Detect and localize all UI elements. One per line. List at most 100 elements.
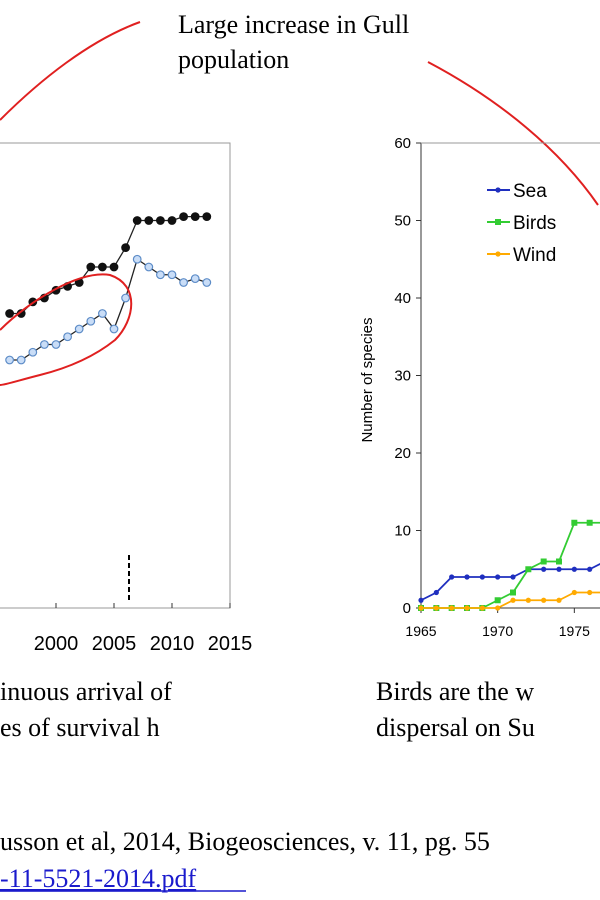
left-series-1-point [121,293,130,303]
left-series-1-point [155,270,165,280]
right-y-axis-label: Number of species [359,317,376,442]
right-series-wind-point [571,589,577,596]
left-x-axis: 2000 2005 2010 2015 [34,603,253,655]
right-y-tick-label: 10 [394,523,411,540]
right-series-wind-point [556,597,562,603]
left-series-0-point [202,212,212,222]
left-series-1-point [132,254,142,264]
right-series-sea-point [541,566,547,572]
right-series-birds-point [586,519,593,526]
left-x-tick-label: 2005 [92,633,137,655]
right-y-tick-label: 20 [394,445,411,462]
right-series-birds-point [556,558,562,565]
right-caption-line-2: dispersal on Su [376,713,535,742]
right-series-wind-point [418,605,424,611]
right-series-group [418,519,600,611]
left-series-0-point [155,216,165,225]
right-series-wind-point [449,605,455,611]
left-x-tick-label: 2015 [208,633,253,655]
legend-label-sea: Sea [513,181,547,202]
right-series-wind-point [541,597,547,603]
right-series-wind-point [433,605,439,611]
left-x-tick-label: 2010 [150,633,195,655]
right-series-wind-point [464,605,470,611]
right-y-axis: 0 10 20 30 40 50 60 [394,135,421,617]
right-series-sea-point [449,574,455,580]
left-series-1-point [167,270,177,280]
annotation-arrow-right [427,61,599,206]
right-caption-line-1: Birds are the w [376,677,534,706]
left-series-1-point [40,340,49,349]
right-chart: 0 10 20 30 40 50 60 1965 1970 1975 Number of spe… [359,135,600,639]
right-x-tick-label: 1975 [559,623,590,639]
right-x-tick-label: 1965 [405,623,436,639]
right-legend: Sea Birds Wind [487,181,556,266]
left-series-0-point [121,243,130,253]
left-series-1-point [97,309,107,318]
right-series-wind-point [587,589,593,596]
left-series-1-point [109,324,119,334]
right-series-birds-point [571,519,578,526]
right-series-wind-point [479,605,485,611]
right-series-wind-point [510,597,516,603]
right-series-sea-point [418,597,424,603]
left-series-group [5,212,212,365]
left-series-1-point [63,332,72,342]
left-series-1-point [74,324,84,334]
right-series-wind-point [525,597,531,603]
left-caption-line-1: inuous arrival of [0,677,172,706]
legend-marker-wind [495,251,501,257]
right-y-tick-label: 30 [394,368,411,385]
right-y-tick-label: 0 [403,600,411,617]
right-series-sea-point [510,574,516,580]
right-y-tick-label: 40 [394,290,411,307]
left-series-1-point [202,278,212,287]
annotation-arrow-left [0,21,141,121]
legend-marker-sea [495,187,501,193]
left-series-1-point [5,355,15,365]
right-y-tick-label: 60 [394,135,411,152]
citation-text: usson et al, 2014, Biogeosciences, v. 11… [0,827,490,856]
legend-label-wind: Wind [513,245,556,266]
left-series-0-point [132,216,142,225]
legend-marker-birds [495,219,501,225]
right-series-sea-point [571,566,577,572]
right-series-sea-point [495,574,501,580]
left-series-0-point [86,262,96,272]
highlight-loop [0,273,133,386]
right-series-birds-point [525,566,532,573]
left-series-1-point [190,274,200,284]
left-series-0-point [144,216,154,225]
left-series-0-point [190,212,200,222]
annotation-line-2: population [178,45,289,74]
right-x-axis: 1965 1970 1975 [405,608,590,639]
right-series-sea-point [556,566,562,572]
right-series-sea-point [464,574,470,580]
right-series-birds-point [494,597,501,604]
right-series-birds-point [510,589,516,596]
right-series-sea-point [433,589,439,596]
right-y-tick-label: 50 [394,213,411,230]
left-series-0-point [97,262,107,272]
left-series-1-point [144,262,154,272]
left-caption-line-2: es of survival h [0,713,160,742]
legend-label-birds: Birds [513,213,556,234]
annotation-line-1: Large increase in Gull [178,10,409,39]
left-series-0-point [5,309,15,318]
right-series-birds-point [540,558,547,565]
left-series-1-point [16,355,26,365]
right-series-sea-point [479,574,485,580]
left-series-0-point [179,212,189,222]
left-x-tick-label: 2000 [34,633,79,655]
left-series-0-point [167,216,177,225]
left-series-1-point [179,278,189,287]
left-chart: 2000 2005 2010 2015 [0,142,253,655]
citation-link[interactable]: -11-5521-2014.pdf [0,864,197,893]
right-series-sea-point [587,566,593,572]
left-series-1-point [86,316,96,326]
right-x-tick-label: 1970 [482,623,513,639]
left-series-1-point [28,347,38,357]
right-series-wind-point [495,605,501,611]
left-series-0-point [109,262,119,272]
